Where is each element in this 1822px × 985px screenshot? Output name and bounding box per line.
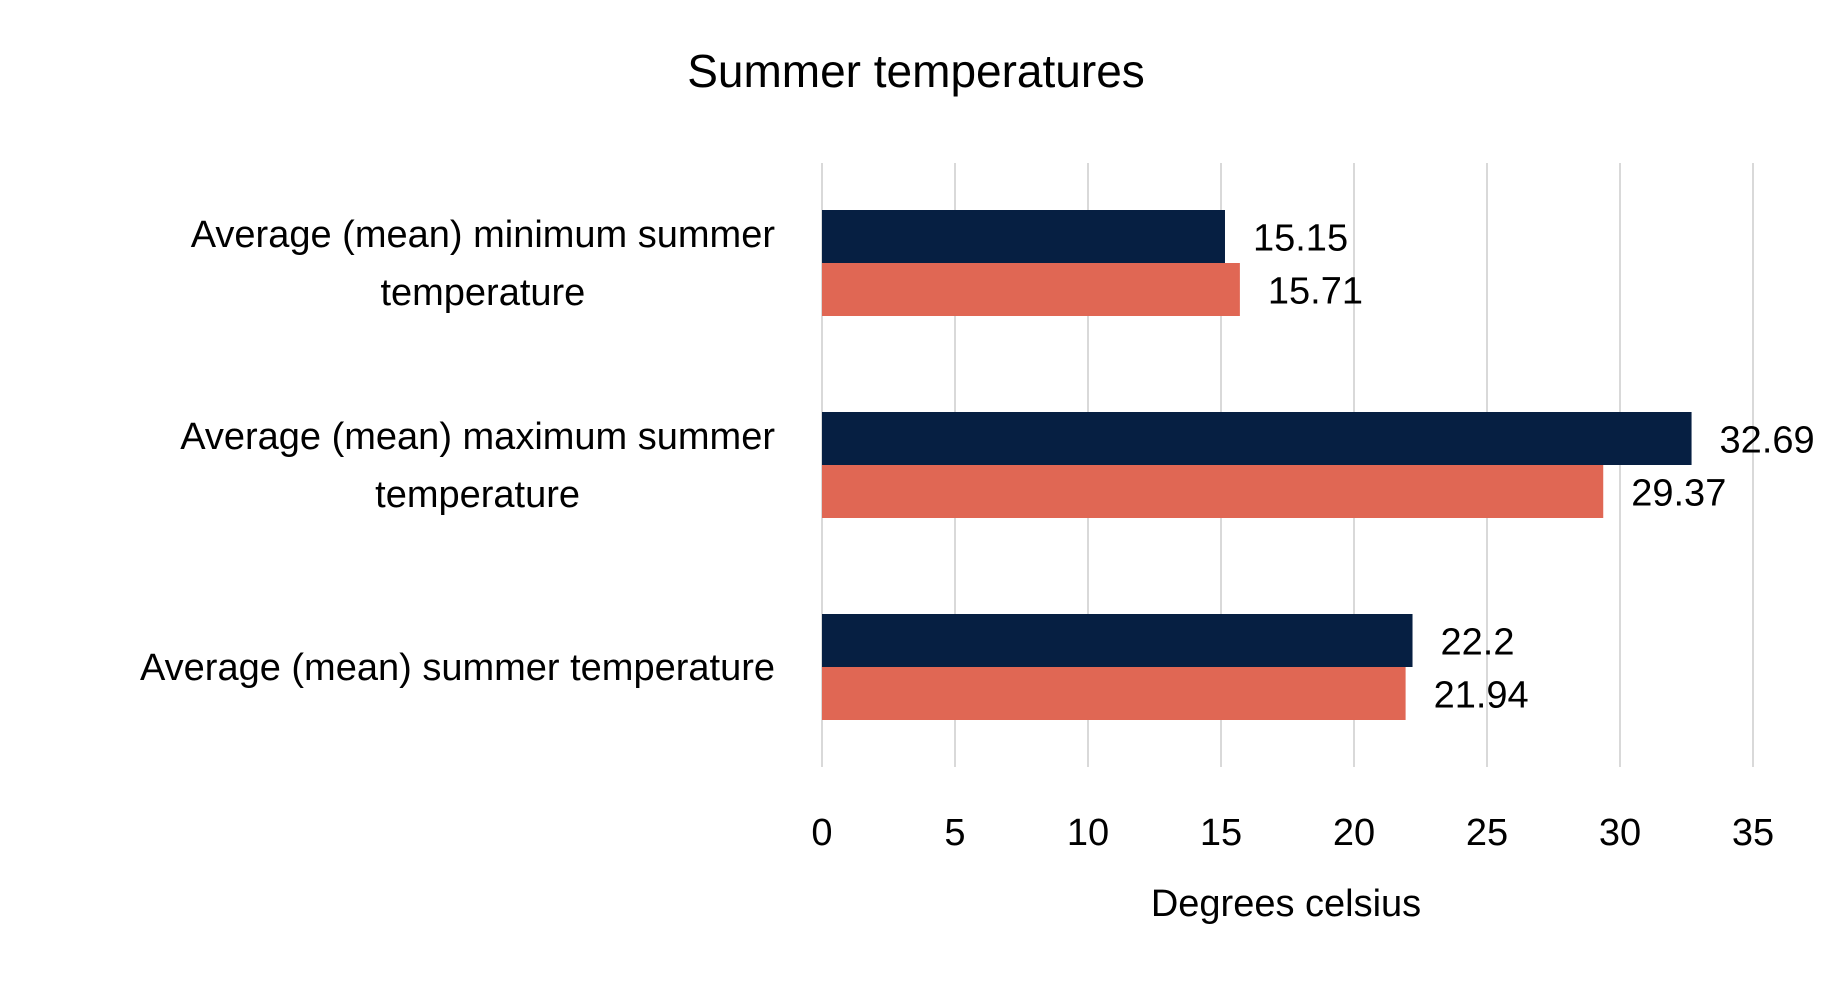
x-tick-label-20: 20 (1333, 812, 1375, 854)
x-tick-label-25: 25 (1466, 812, 1508, 854)
category-label-1-line-2: temperature (380, 272, 585, 314)
data-label-series-1-category-3: 22.2 (1441, 622, 1515, 664)
data-label-series-2-category-3: 21.94 (1434, 675, 1529, 717)
data-label-series-2-category-1: 15.71 (1268, 271, 1363, 313)
data-label-series-2-category-2: 29.37 (1631, 473, 1726, 515)
x-tick-label-0: 0 (811, 812, 832, 854)
x-tick-label-30: 30 (1599, 812, 1641, 854)
data-label-series-1-category-1: 15.15 (1253, 218, 1348, 260)
data-label-series-1-category-2: 32.69 (1720, 420, 1815, 462)
bar-series-2-category-1 (822, 263, 1240, 316)
x-tick-label-35: 35 (1732, 812, 1774, 854)
chart-title: Summer temperatures (687, 45, 1145, 97)
category-label-1-line-1: Average (mean) minimum summer (191, 214, 776, 256)
category-labels: Average (mean) minimum summer temperature… (140, 214, 775, 689)
bar-series-1-category-2 (822, 412, 1692, 465)
x-tick-label-5: 5 (944, 812, 965, 854)
x-axis-label: Degrees celsius (1151, 883, 1421, 925)
bar-series-2-category-2 (822, 465, 1604, 518)
data-labels: 15.15 15.71 32.69 29.37 22.2 21.94 (1253, 218, 1815, 717)
category-label-3-line-1: Average (mean) summer temperature (140, 647, 775, 689)
bar-series-1-category-1 (822, 210, 1225, 263)
category-label-2-line-2: temperature (375, 474, 580, 516)
bar-series-2-category-3 (822, 667, 1406, 720)
category-label-2-line-1: Average (mean) maximum summer (180, 416, 775, 458)
x-axis-tick-labels: 0 5 10 15 20 25 30 35 (811, 812, 1774, 854)
bar-series-1-category-3 (822, 614, 1413, 667)
x-tick-label-10: 10 (1067, 812, 1109, 854)
bars (822, 210, 1692, 720)
x-tick-label-15: 15 (1200, 812, 1242, 854)
